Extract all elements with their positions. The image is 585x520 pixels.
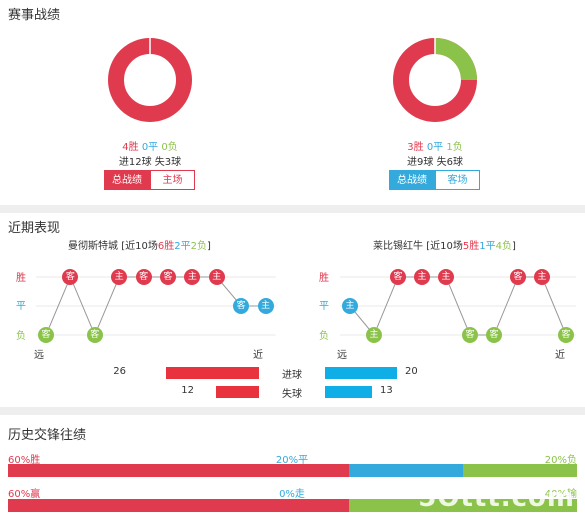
left-goals-bar: [166, 367, 259, 379]
right-draws: 0平: [426, 142, 444, 153]
right-match-node: 客: [558, 327, 574, 343]
left-donut: [108, 38, 192, 122]
left-match-node: 客: [160, 269, 176, 285]
right-match-node: 客: [462, 327, 478, 343]
right-match-node: 客: [390, 269, 406, 285]
h2h-win-pct: 60%胜: [8, 455, 41, 466]
right-conceded-value: 13: [380, 385, 393, 396]
right-form-chart: 胜 平 负 主主客主主客客客主客 远 近: [300, 253, 585, 361]
h2h-result-bar: [8, 464, 577, 477]
left-form-line: [45, 275, 266, 337]
left-team-name: 曼彻斯特城: [68, 241, 118, 252]
left-axis-win: 胜: [16, 273, 26, 284]
left-axis-draw: 平: [16, 301, 26, 312]
right-form-line: [349, 276, 567, 336]
left-form-chart: 胜 平 负 客客客主客客主主客主 远 近: [0, 253, 290, 361]
left-match-node: 客: [62, 269, 79, 285]
left-match-node: 客: [86, 327, 103, 343]
left-far-label: 远: [34, 350, 44, 361]
h2h-draw-pct: 20%平: [275, 455, 309, 466]
right-match-node: 主: [366, 327, 382, 343]
h2h-section: 历史交锋往绩 60%胜 20%平 20%负 60%赢 0%走 40%输 5Ott…: [0, 415, 585, 520]
left-axis-loss: 负: [16, 331, 26, 342]
left-match-node: 客: [135, 269, 152, 285]
h2h-result-segment-win: [8, 464, 350, 477]
h2h-handicap-push-pct: 0%走: [279, 489, 305, 500]
h2h-handicap-loss-pct: 40%输: [544, 489, 577, 500]
record-section: 赛事战绩 4胜 0平 0负 进12球 失3球 总战绩 主场 3胜 0平 1负 进…: [0, 0, 585, 205]
h2h-handicap-win-pct: 60%赢: [8, 489, 41, 500]
left-home-button[interactable]: 主场: [150, 170, 195, 190]
right-team-summary: 莱比锡红牛 [近10场5胜1平4负]: [373, 241, 516, 252]
conceded-label: 失球: [282, 389, 302, 400]
right-wins: 3胜: [407, 142, 424, 153]
right-match-node: 客: [510, 269, 526, 285]
left-near-label: 近: [253, 350, 263, 361]
h2h-loss-pct: 20%负: [544, 455, 577, 466]
h2h-handicap-segment-win: [8, 499, 350, 512]
left-conceded-value: 12: [181, 385, 194, 396]
left-donut-wins: [108, 38, 192, 122]
right-match-node: 主: [534, 269, 550, 285]
h2h-result-segment-draw: [349, 464, 464, 477]
right-axis-win: 胜: [319, 273, 329, 284]
left-draws: 0平: [141, 142, 159, 153]
right-axis-loss: 负: [319, 331, 329, 342]
left-match-node: 主: [111, 269, 128, 285]
goals-label: 进球: [282, 370, 302, 381]
right-far-label: 远: [337, 350, 347, 361]
right-donut: [393, 38, 477, 122]
right-goals-bar: [325, 367, 397, 379]
left-match-node: 客: [233, 298, 250, 314]
right-total-button[interactable]: 总战绩: [389, 170, 435, 190]
right-wdl: 3胜 0平 1负: [345, 138, 525, 153]
left-match-node: 主: [184, 269, 201, 285]
left-team-summary: 曼彻斯特城 [近10场6胜2平2负]: [68, 241, 211, 252]
right-team-name: 莱比锡红牛: [373, 241, 423, 252]
right-axis-draw: 平: [319, 301, 329, 312]
right-conceded-bar: [325, 386, 372, 398]
left-losses: 0负: [161, 142, 178, 153]
recent-title: 近期表现: [8, 221, 61, 236]
h2h-result-segment-loss: [463, 464, 577, 477]
left-match-node: 主: [257, 298, 274, 314]
right-away-button[interactable]: 客场: [435, 170, 480, 190]
left-wins: 4胜: [122, 142, 139, 153]
left-match-node: 主: [208, 269, 225, 285]
right-match-node: 主: [342, 298, 358, 314]
left-conceded-bar: [216, 386, 259, 398]
right-near-label: 近: [555, 350, 565, 361]
record-title: 赛事战绩: [8, 8, 61, 23]
watermark: 5Ottt.com: [418, 483, 575, 513]
right-match-node: 主: [438, 269, 454, 285]
recent-section: 近期表现 曼彻斯特城 [近10场6胜2平2负] 莱比锡红牛 [近10场5胜1平4…: [0, 213, 585, 407]
right-goals: 进9球 失6球: [407, 157, 463, 168]
right-donut-losses: [434, 38, 477, 81]
left-goals: 进12球 失3球: [118, 157, 182, 168]
h2h-title: 历史交锋往绩: [8, 428, 87, 443]
h2h-handicap-bar: [8, 499, 577, 512]
right-match-node: 客: [486, 327, 502, 343]
h2h-handicap-segment-loss: [349, 499, 577, 512]
right-match-node: 主: [414, 269, 430, 285]
right-goals-value: 20: [405, 366, 418, 377]
left-goals-value: 26: [113, 366, 126, 377]
right-losses: 1负: [446, 142, 463, 153]
left-match-node: 客: [38, 327, 54, 343]
left-total-button[interactable]: 总战绩: [104, 170, 150, 190]
left-wdl: 4胜 0平 0负: [60, 138, 240, 153]
